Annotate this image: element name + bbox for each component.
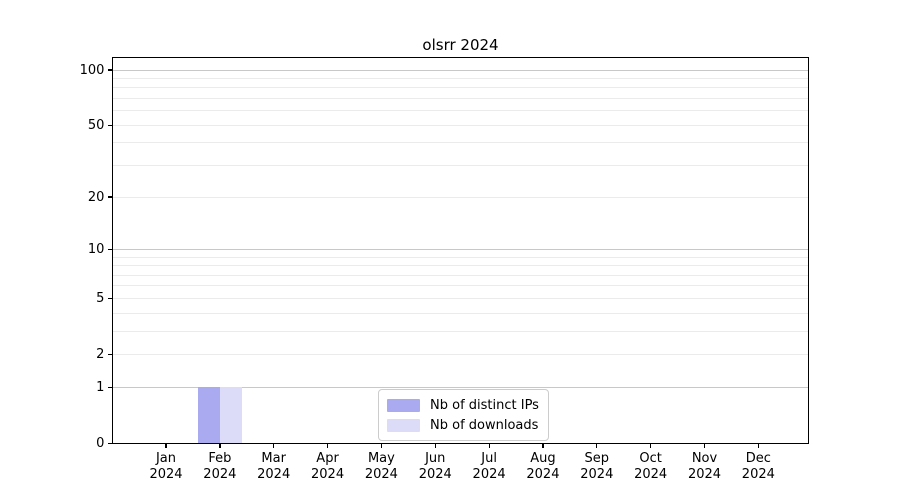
y-tick-label: 5 [96, 290, 105, 306]
x-tick-label: Aug 2024 [526, 451, 560, 483]
x-tick-label: Jul 2024 [472, 451, 506, 483]
x-tick-label: Jan 2024 [149, 451, 183, 483]
bar-nb-of-distinct-ips [198, 387, 220, 444]
x-tick-label: Mar 2024 [257, 451, 291, 483]
minor-gridline [112, 124, 810, 126]
x-tick-label: Nov 2024 [687, 451, 722, 483]
x-axis-tick [219, 444, 221, 449]
minor-gridline [112, 330, 810, 332]
major-gridline [112, 248, 810, 250]
legend: Nb of distinct IPs Nb of downloads [378, 389, 549, 441]
x-axis-tick [326, 444, 329, 449]
legend-item: Nb of downloads [387, 415, 539, 435]
x-tick-label: Oct 2024 [634, 451, 668, 483]
y-tick-label: 2 [96, 346, 105, 362]
x-tick-label: Sep 2024 [580, 451, 614, 483]
minor-gridline [112, 274, 810, 276]
y-axis-tick [107, 386, 112, 388]
y-tick-label: 50 [87, 117, 105, 133]
legend-swatch [387, 418, 420, 432]
major-gridline [112, 69, 810, 71]
x-axis-tick [650, 444, 652, 449]
legend-swatch [387, 398, 420, 412]
bar-nb-of-downloads [219, 387, 242, 444]
minor-gridline [112, 77, 810, 79]
minor-gridline [112, 142, 810, 144]
y-axis-tick [107, 69, 112, 71]
y-axis-tick [107, 297, 112, 300]
y-tick-label: 100 [79, 62, 105, 78]
legend-label: Nb of downloads [430, 417, 539, 433]
minor-gridline [112, 87, 810, 89]
chart-title: olsrr 2024 [422, 36, 499, 54]
y-tick-label: 20 [87, 189, 105, 205]
x-axis-tick [273, 444, 275, 449]
x-axis-tick [542, 444, 544, 449]
minor-gridline [112, 110, 810, 112]
plot-area [112, 57, 809, 444]
x-axis-tick [757, 444, 760, 449]
x-tick-label: Jun 2024 [418, 451, 452, 483]
legend-item: Nb of distinct IPs [387, 395, 539, 415]
minor-gridline [112, 353, 810, 355]
minor-gridline [112, 165, 810, 167]
x-axis-tick [488, 444, 490, 449]
x-tick-label: Feb 2024 [203, 451, 237, 483]
y-axis-tick [107, 248, 112, 251]
y-tick-label: 1 [96, 379, 105, 395]
x-tick-label: Apr 2024 [311, 451, 345, 483]
x-axis-tick [703, 444, 706, 449]
y-axis-tick [107, 353, 112, 356]
x-axis-tick [596, 444, 598, 449]
legend-label: Nb of distinct IPs [430, 397, 539, 413]
y-tick-label: 0 [96, 435, 105, 451]
minor-gridline [112, 285, 810, 287]
y-axis-tick [107, 442, 112, 444]
minor-gridline [112, 98, 810, 99]
x-tick-label: Dec 2024 [741, 451, 775, 483]
x-tick-label: May 2024 [364, 451, 398, 483]
x-axis-tick [165, 444, 167, 449]
minor-gridline [112, 196, 810, 198]
x-axis-tick [434, 444, 436, 449]
minor-gridline [112, 256, 810, 258]
x-axis-tick [380, 444, 383, 449]
y-axis-tick [107, 196, 112, 198]
major-gridline [112, 386, 810, 388]
y-axis-tick [107, 124, 112, 126]
y-tick-label: 10 [87, 241, 105, 257]
minor-gridline [112, 312, 810, 314]
minor-gridline [112, 265, 810, 267]
minor-gridline [112, 297, 810, 299]
